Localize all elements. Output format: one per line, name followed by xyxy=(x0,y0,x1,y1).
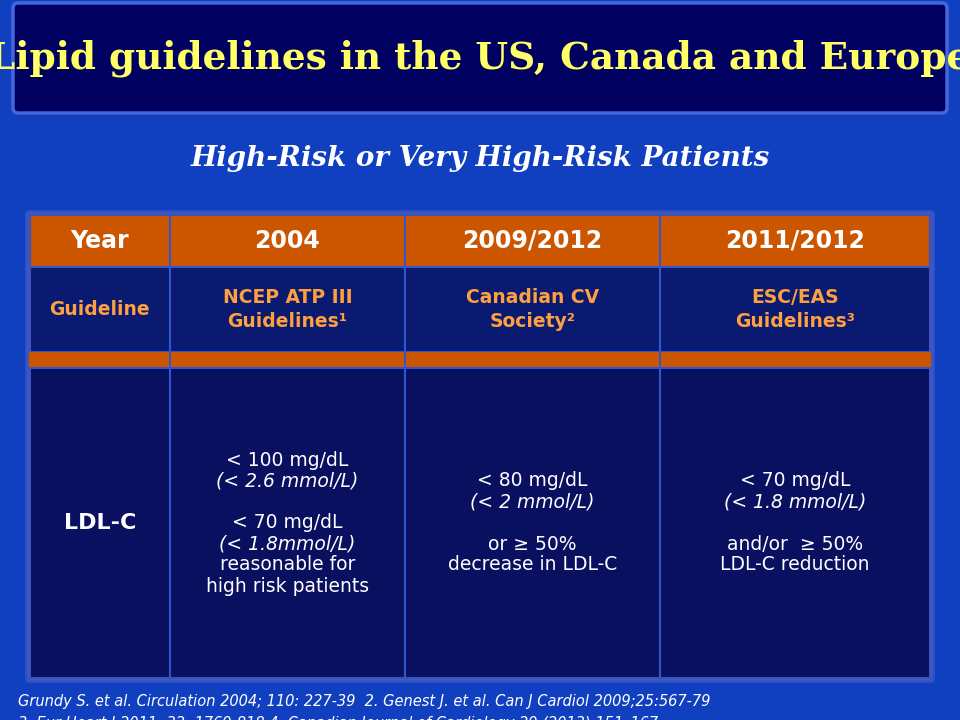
Text: reasonable for: reasonable for xyxy=(220,556,355,575)
Text: < 70 mg/dL: < 70 mg/dL xyxy=(740,472,851,490)
Text: 2009/2012: 2009/2012 xyxy=(463,229,603,253)
Text: (< 1.8 mmol/L): (< 1.8 mmol/L) xyxy=(724,492,866,511)
Text: decrease in LDL-C: decrease in LDL-C xyxy=(448,556,617,575)
Text: High-Risk or Very High-Risk Patients: High-Risk or Very High-Risk Patients xyxy=(190,145,770,171)
Text: < 80 mg/dL: < 80 mg/dL xyxy=(477,472,588,490)
FancyBboxPatch shape xyxy=(27,212,933,681)
Text: LDL-C reduction: LDL-C reduction xyxy=(720,556,870,575)
Text: Year: Year xyxy=(70,229,129,253)
Text: (< 2 mmol/L): (< 2 mmol/L) xyxy=(470,492,595,511)
Text: (< 2.6 mmol/L): (< 2.6 mmol/L) xyxy=(216,472,359,490)
Bar xyxy=(170,368,405,678)
Bar xyxy=(405,267,660,352)
Bar xyxy=(405,215,660,267)
FancyBboxPatch shape xyxy=(13,3,947,113)
Text: or ≥ 50%: or ≥ 50% xyxy=(489,534,577,554)
Bar xyxy=(170,215,405,267)
Text: Guideline: Guideline xyxy=(49,300,150,319)
Text: < 100 mg/dL: < 100 mg/dL xyxy=(227,451,348,469)
Bar xyxy=(660,267,930,352)
Bar xyxy=(660,215,930,267)
Text: Canadian CV
Society²: Canadian CV Society² xyxy=(467,288,599,330)
Bar xyxy=(405,368,660,678)
Text: and/or  ≥ 50%: and/or ≥ 50% xyxy=(727,534,863,554)
Text: 2004: 2004 xyxy=(254,229,321,253)
Text: Lipid guidelines in the US, Canada and Europe: Lipid guidelines in the US, Canada and E… xyxy=(0,40,960,77)
Bar xyxy=(30,352,930,368)
Bar xyxy=(30,368,170,678)
Text: 2011/2012: 2011/2012 xyxy=(725,229,865,253)
Text: ESC/EAS
Guidelines³: ESC/EAS Guidelines³ xyxy=(735,288,855,330)
Text: LDL-C: LDL-C xyxy=(63,513,136,533)
Text: 3. Eur Heart J 2011; 32: 1769-818 4. Canadian Journal of Cardiology 29 (2013) 15: 3. Eur Heart J 2011; 32: 1769-818 4. Can… xyxy=(18,716,659,720)
Text: NCEP ATP III
Guidelines¹: NCEP ATP III Guidelines¹ xyxy=(223,288,352,330)
Text: high risk patients: high risk patients xyxy=(205,577,369,595)
Bar xyxy=(170,267,405,352)
Text: Grundy S. et al. Circulation 2004; 110: 227-39  2. Genest J. et al. Can J Cardio: Grundy S. et al. Circulation 2004; 110: … xyxy=(18,694,710,709)
Text: < 70 mg/dL: < 70 mg/dL xyxy=(232,513,343,533)
Bar xyxy=(30,215,170,267)
Bar xyxy=(30,267,170,352)
Bar xyxy=(660,368,930,678)
Text: (< 1.8mmol/L): (< 1.8mmol/L) xyxy=(219,534,355,554)
